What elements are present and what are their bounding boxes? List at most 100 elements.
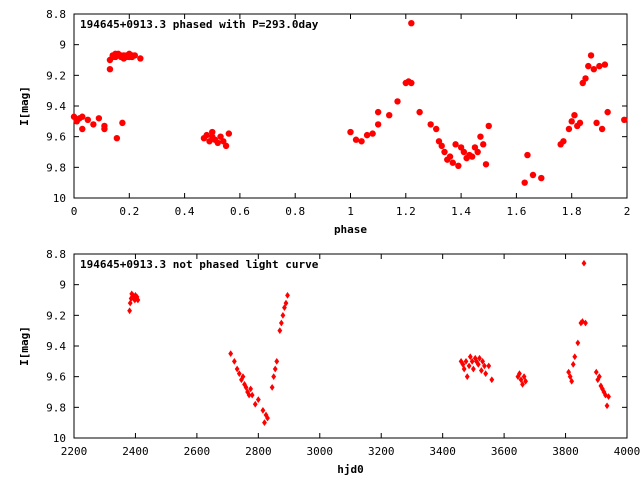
data-point xyxy=(520,380,525,388)
data-point xyxy=(274,357,280,365)
data-point xyxy=(203,131,210,139)
data-point xyxy=(427,121,434,128)
data-point xyxy=(472,354,478,362)
x-tick-label: 3000 xyxy=(307,445,334,458)
data-point xyxy=(486,362,492,370)
data-point xyxy=(228,350,234,358)
data-point xyxy=(583,319,588,327)
data-point xyxy=(283,299,289,307)
data-point xyxy=(593,368,599,376)
data-point xyxy=(131,52,139,59)
x-tick-label: 1.2 xyxy=(396,205,416,218)
data-point xyxy=(482,161,490,168)
data-point xyxy=(271,373,277,381)
data-point xyxy=(482,362,487,370)
y-tick-label: 8.8 xyxy=(46,8,66,21)
x-tick-label: 3200 xyxy=(368,445,395,458)
data-point xyxy=(101,125,108,133)
data-point xyxy=(386,112,393,119)
data-point xyxy=(231,357,237,365)
data-point xyxy=(582,75,589,82)
x-tick-label: 3800 xyxy=(552,445,579,458)
data-point xyxy=(575,339,581,347)
data-point xyxy=(449,159,457,166)
panel-1: 0 0.2 0.4 0.6 0.8 1 1.2 1.4 1.6 1.8 2 8.8 9 9.2 9.4 9.6… xyxy=(18,8,630,236)
x-tick-label: 2400 xyxy=(122,445,149,458)
data-point xyxy=(571,112,578,119)
data-point xyxy=(596,373,602,381)
data-point xyxy=(347,128,354,136)
data-point xyxy=(606,393,611,400)
data-point xyxy=(480,141,487,148)
data-point xyxy=(470,365,476,373)
data-point xyxy=(234,365,240,373)
y-tick-label: 10 xyxy=(53,432,66,445)
data-point xyxy=(570,361,576,368)
data-point xyxy=(272,365,278,373)
data-point xyxy=(565,125,573,133)
data-point xyxy=(369,130,376,137)
x-tick-label: 0.4 xyxy=(175,205,195,218)
data-point xyxy=(408,20,415,27)
y-tick-label: 9.8 xyxy=(46,401,66,414)
x-axis-label: hjd0 xyxy=(337,463,364,476)
plot-frame xyxy=(73,253,628,439)
data-point xyxy=(352,136,360,143)
x-tick-label: 2200 xyxy=(61,445,88,458)
data-point xyxy=(278,319,284,327)
data-point xyxy=(134,293,140,301)
chart-title: 194645+0913.3 phased with P=293.0day xyxy=(80,18,319,31)
data-point xyxy=(133,292,138,299)
x-tick-label: 2 xyxy=(624,205,631,218)
y-tick-label: 9.6 xyxy=(46,371,66,384)
data-point xyxy=(518,376,524,384)
data-point xyxy=(478,367,484,374)
y-tick-label: 9.6 xyxy=(46,131,66,144)
y-axis-label: I[mag] xyxy=(18,86,31,126)
data-point xyxy=(467,353,473,361)
x-tick-label: 3400 xyxy=(429,445,456,458)
x-tick-label: 0 xyxy=(71,205,78,218)
x-tick-label: 4000 xyxy=(614,445,640,458)
x-tick-label: 1.8 xyxy=(562,205,582,218)
data-point xyxy=(260,407,266,414)
data-point xyxy=(567,373,573,381)
data-point xyxy=(225,130,233,137)
data-point xyxy=(441,148,448,156)
data-point xyxy=(477,354,482,362)
data-point xyxy=(217,133,224,140)
data-point xyxy=(363,131,371,139)
data-point xyxy=(119,119,126,127)
data-points xyxy=(70,20,628,186)
y-tick-label: 9 xyxy=(59,279,66,292)
data-point xyxy=(469,357,475,365)
data-point xyxy=(604,402,610,410)
data-point xyxy=(438,142,445,150)
x-tick-label: 0.2 xyxy=(119,205,139,218)
data-point xyxy=(463,357,469,365)
panel-2: 2200 2400 2600 2800 3000 3200 3400 3600 3800 4000… xyxy=(18,248,640,476)
data-point xyxy=(209,128,216,136)
data-point xyxy=(374,108,382,116)
data-point xyxy=(416,108,423,116)
data-point xyxy=(477,133,484,140)
data-point xyxy=(435,138,443,145)
y-tick-label: 9.2 xyxy=(46,69,66,82)
data-point xyxy=(239,376,244,384)
y-tick-label: 9.8 xyxy=(46,161,66,174)
data-point xyxy=(249,391,255,399)
data-point xyxy=(214,139,221,146)
x-tick-label: 0.6 xyxy=(230,205,250,218)
data-point xyxy=(569,377,575,385)
data-point xyxy=(468,153,476,160)
data-point xyxy=(282,304,287,312)
data-point xyxy=(245,388,250,396)
data-point xyxy=(240,373,246,381)
data-point xyxy=(455,162,462,169)
data-point xyxy=(560,138,567,145)
data-point xyxy=(106,66,114,73)
y-tick-label: 9.4 xyxy=(46,340,66,353)
data-point xyxy=(280,311,286,319)
